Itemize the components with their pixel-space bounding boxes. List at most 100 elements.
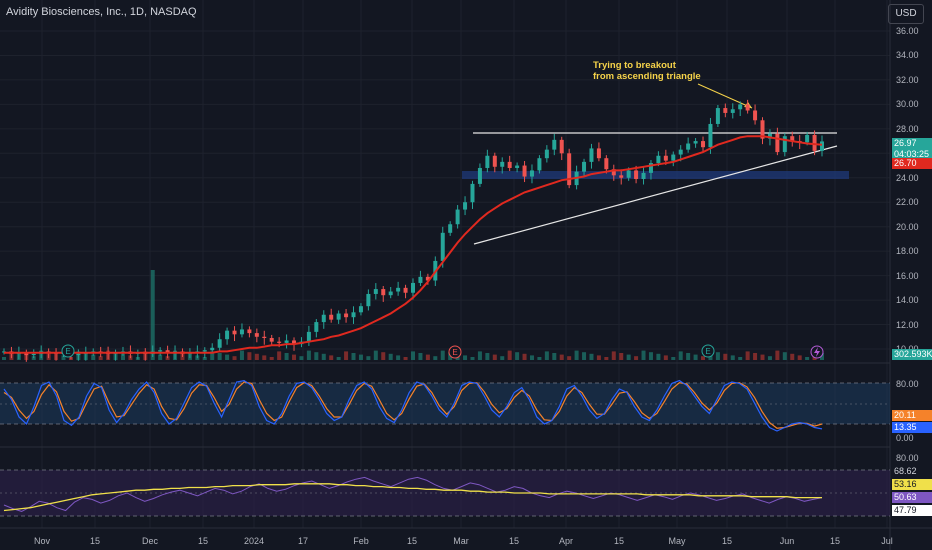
volume-bar — [745, 351, 750, 360]
volume-bar — [329, 355, 334, 360]
candle-body — [373, 289, 378, 294]
stoch-tick: 80.00 — [896, 379, 919, 389]
volume-bar — [619, 353, 624, 360]
price-tick: 20.00 — [896, 222, 919, 232]
candle-body — [232, 330, 237, 335]
last-price-value: 26.97 — [894, 138, 917, 148]
volume-bar — [797, 355, 802, 360]
grid — [0, 0, 890, 528]
volume-bar — [678, 351, 683, 360]
candle-body — [507, 161, 512, 168]
x-tick: 15 — [89, 536, 101, 546]
candle-body — [529, 170, 534, 177]
earnings-icon[interactable]: E — [448, 345, 462, 359]
x-tick: Apr — [558, 536, 574, 546]
volume-bar — [730, 355, 735, 360]
rsi-tag: 68.62 — [892, 466, 932, 477]
candle-body — [321, 314, 326, 323]
candle-body — [537, 158, 542, 171]
volume-bar — [574, 350, 579, 360]
currency-button[interactable]: USD — [888, 4, 924, 24]
candle-body — [358, 306, 363, 313]
candle-body — [477, 167, 482, 184]
volume-bar — [500, 356, 505, 360]
stoch-k-tag: 13.35 — [892, 422, 932, 433]
volume-bar — [559, 354, 564, 360]
candle-body — [425, 276, 430, 281]
volume-bar — [775, 350, 780, 360]
x-tick: Nov — [33, 536, 51, 546]
candle-body — [366, 293, 371, 307]
x-tick: 15 — [406, 536, 418, 546]
candle-body — [500, 161, 505, 167]
volume-bar — [544, 351, 549, 360]
candle-body — [663, 155, 668, 161]
candle-body — [790, 136, 795, 142]
volume-bar — [522, 353, 527, 360]
x-tick: 15 — [829, 536, 841, 546]
candle-body — [782, 136, 787, 153]
candle-body — [329, 314, 334, 320]
earnings-icon[interactable]: E — [701, 344, 715, 358]
candle-body — [306, 331, 311, 342]
svg-text:E: E — [65, 347, 70, 356]
candle-body — [217, 339, 222, 348]
candle-body — [165, 350, 170, 353]
candle-body — [760, 120, 765, 139]
volume-bar — [433, 356, 438, 360]
volume-bar — [158, 354, 163, 360]
symbol-title[interactable]: Avidity Biosciences, Inc., 1D, NASDAQ — [6, 6, 197, 18]
volume-bar — [358, 354, 363, 360]
volume-bar — [790, 353, 795, 360]
x-tick: 15 — [721, 536, 733, 546]
moving-average-line — [4, 135, 823, 354]
candle-body — [604, 158, 609, 170]
x-tick: Mar — [453, 536, 469, 546]
rsi-ma-tag: 53.16 — [892, 479, 932, 490]
candle-body — [626, 170, 631, 178]
lightning-icon[interactable] — [810, 345, 824, 359]
volume-bar — [2, 357, 6, 360]
candle-body — [381, 289, 386, 296]
candle-body — [723, 108, 728, 113]
candle-body — [693, 141, 698, 144]
candle-body — [351, 312, 356, 318]
volume-bar — [91, 354, 96, 360]
ascending-trendline[interactable] — [473, 145, 838, 245]
volume-bar — [589, 353, 594, 360]
chart-annotation[interactable]: Trying to breakout from ascending triang… — [593, 60, 701, 82]
volume-bar — [820, 353, 824, 360]
candle-body — [611, 169, 616, 176]
rsi-value-tag: 50.63 — [892, 492, 932, 503]
volume-bar — [388, 353, 393, 360]
ma-price-tag: 26.70 — [892, 158, 932, 169]
volume-bar — [411, 351, 415, 360]
volume-bar — [470, 357, 475, 360]
volume-bar — [805, 357, 810, 360]
candle-body — [455, 209, 460, 225]
support-zone — [462, 171, 849, 179]
volume-bar — [604, 357, 609, 360]
volume-bar — [753, 353, 758, 360]
volume-bar — [314, 352, 319, 360]
stoch-tick: 0.00 — [896, 433, 914, 443]
earnings-icon[interactable]: E — [61, 344, 75, 358]
volume-bar — [336, 357, 341, 360]
candle-body — [738, 104, 743, 110]
volume-bar — [760, 354, 765, 360]
volume-bar — [396, 355, 401, 360]
volume-bar — [247, 352, 252, 360]
candle-body — [559, 139, 564, 154]
volume-bar — [351, 353, 356, 360]
volume-bar — [306, 350, 311, 360]
volume-bar — [225, 354, 230, 360]
volume-bar — [715, 352, 720, 360]
volume-bar — [366, 356, 371, 360]
candle-body — [314, 322, 319, 332]
candle-body — [336, 313, 341, 320]
volume-bar — [269, 357, 274, 360]
x-tick: 15 — [613, 536, 625, 546]
candle-body — [344, 313, 349, 318]
